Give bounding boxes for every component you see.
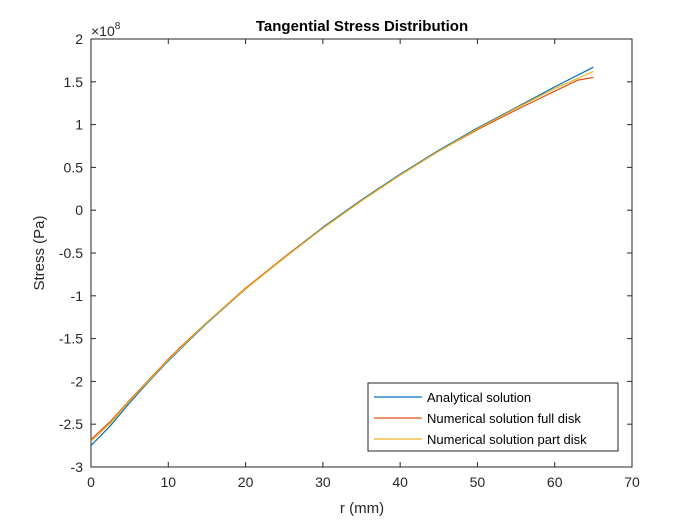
tick-labels: 0 10 20 30 40 50 60 70 -3 -2.5 -2 -1.5 -1 -0.5 0 0.5 1 1.…: [59, 31, 640, 490]
y-exponent-power: 8: [115, 21, 121, 32]
data-series: [90, 66, 594, 447]
x-tick-label: 50: [470, 474, 486, 490]
y-tick-label: 0: [75, 202, 83, 218]
legend-box: [367, 382, 619, 452]
y-tick-label: 1.5: [64, 74, 84, 90]
y-exponent-label: ×108: [91, 21, 121, 39]
y-tick-label: -1.5: [59, 331, 83, 347]
legend: Analytical solution Numerical solution f…: [367, 382, 619, 452]
y-tick-label: -0.5: [59, 245, 83, 261]
y-tick-label: 1: [75, 117, 83, 133]
axis-ticks: [90, 38, 633, 468]
y-tick-label: -3: [71, 459, 84, 475]
x-tick-label: 0: [87, 474, 95, 490]
series-line-part-disk: [90, 70, 594, 442]
x-tick-label: 30: [315, 474, 331, 490]
y-tick-label: -2.5: [59, 416, 83, 432]
legend-label-part-disk: Numerical solution part disk: [427, 432, 587, 447]
x-tick-label: 10: [160, 474, 176, 490]
chart-title: Tangential Stress Distribution: [256, 18, 468, 35]
x-axis-label: r (mm): [340, 500, 384, 517]
y-axis-label: Stress (Pa): [31, 215, 48, 290]
legend-label-full-disk: Numerical solution full disk: [427, 411, 581, 426]
y-tick-label: 2: [75, 31, 83, 47]
x-tick-label: 20: [238, 474, 254, 490]
y-tick-label: -1: [71, 288, 84, 304]
x-tick-label: 60: [547, 474, 563, 490]
y-exponent-base: ×10: [91, 23, 115, 39]
x-tick-label: 40: [392, 474, 408, 490]
y-tick-label: -2: [71, 373, 84, 389]
y-tick-label: 0.5: [64, 159, 84, 175]
legend-label-analytical: Analytical solution: [427, 390, 531, 405]
x-tick-label: 70: [624, 474, 640, 490]
